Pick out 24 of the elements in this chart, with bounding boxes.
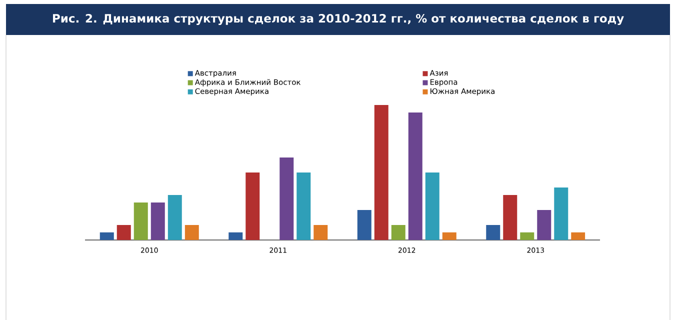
bar	[520, 232, 534, 240]
bar	[246, 172, 260, 240]
bar	[391, 224, 406, 240]
bar	[150, 202, 165, 240]
bar	[296, 172, 311, 240]
bar	[408, 112, 422, 240]
chart-title: Рис. 2. Динамика структуры сделок за 2010-2012 гг., % от количества сделок в году	[53, 14, 624, 25]
bar	[374, 104, 388, 240]
bar	[228, 232, 243, 240]
bar	[537, 210, 552, 240]
bar	[168, 194, 182, 240]
bar	[314, 224, 328, 240]
bar	[442, 232, 456, 240]
bar	[486, 224, 500, 240]
bar	[134, 202, 148, 240]
bar	[571, 232, 586, 240]
bar	[280, 157, 294, 240]
bar	[116, 224, 131, 240]
bar	[100, 232, 114, 240]
bar	[554, 187, 568, 240]
bar	[184, 224, 199, 240]
bar	[357, 210, 372, 240]
bar	[425, 172, 440, 240]
bar	[503, 194, 518, 240]
